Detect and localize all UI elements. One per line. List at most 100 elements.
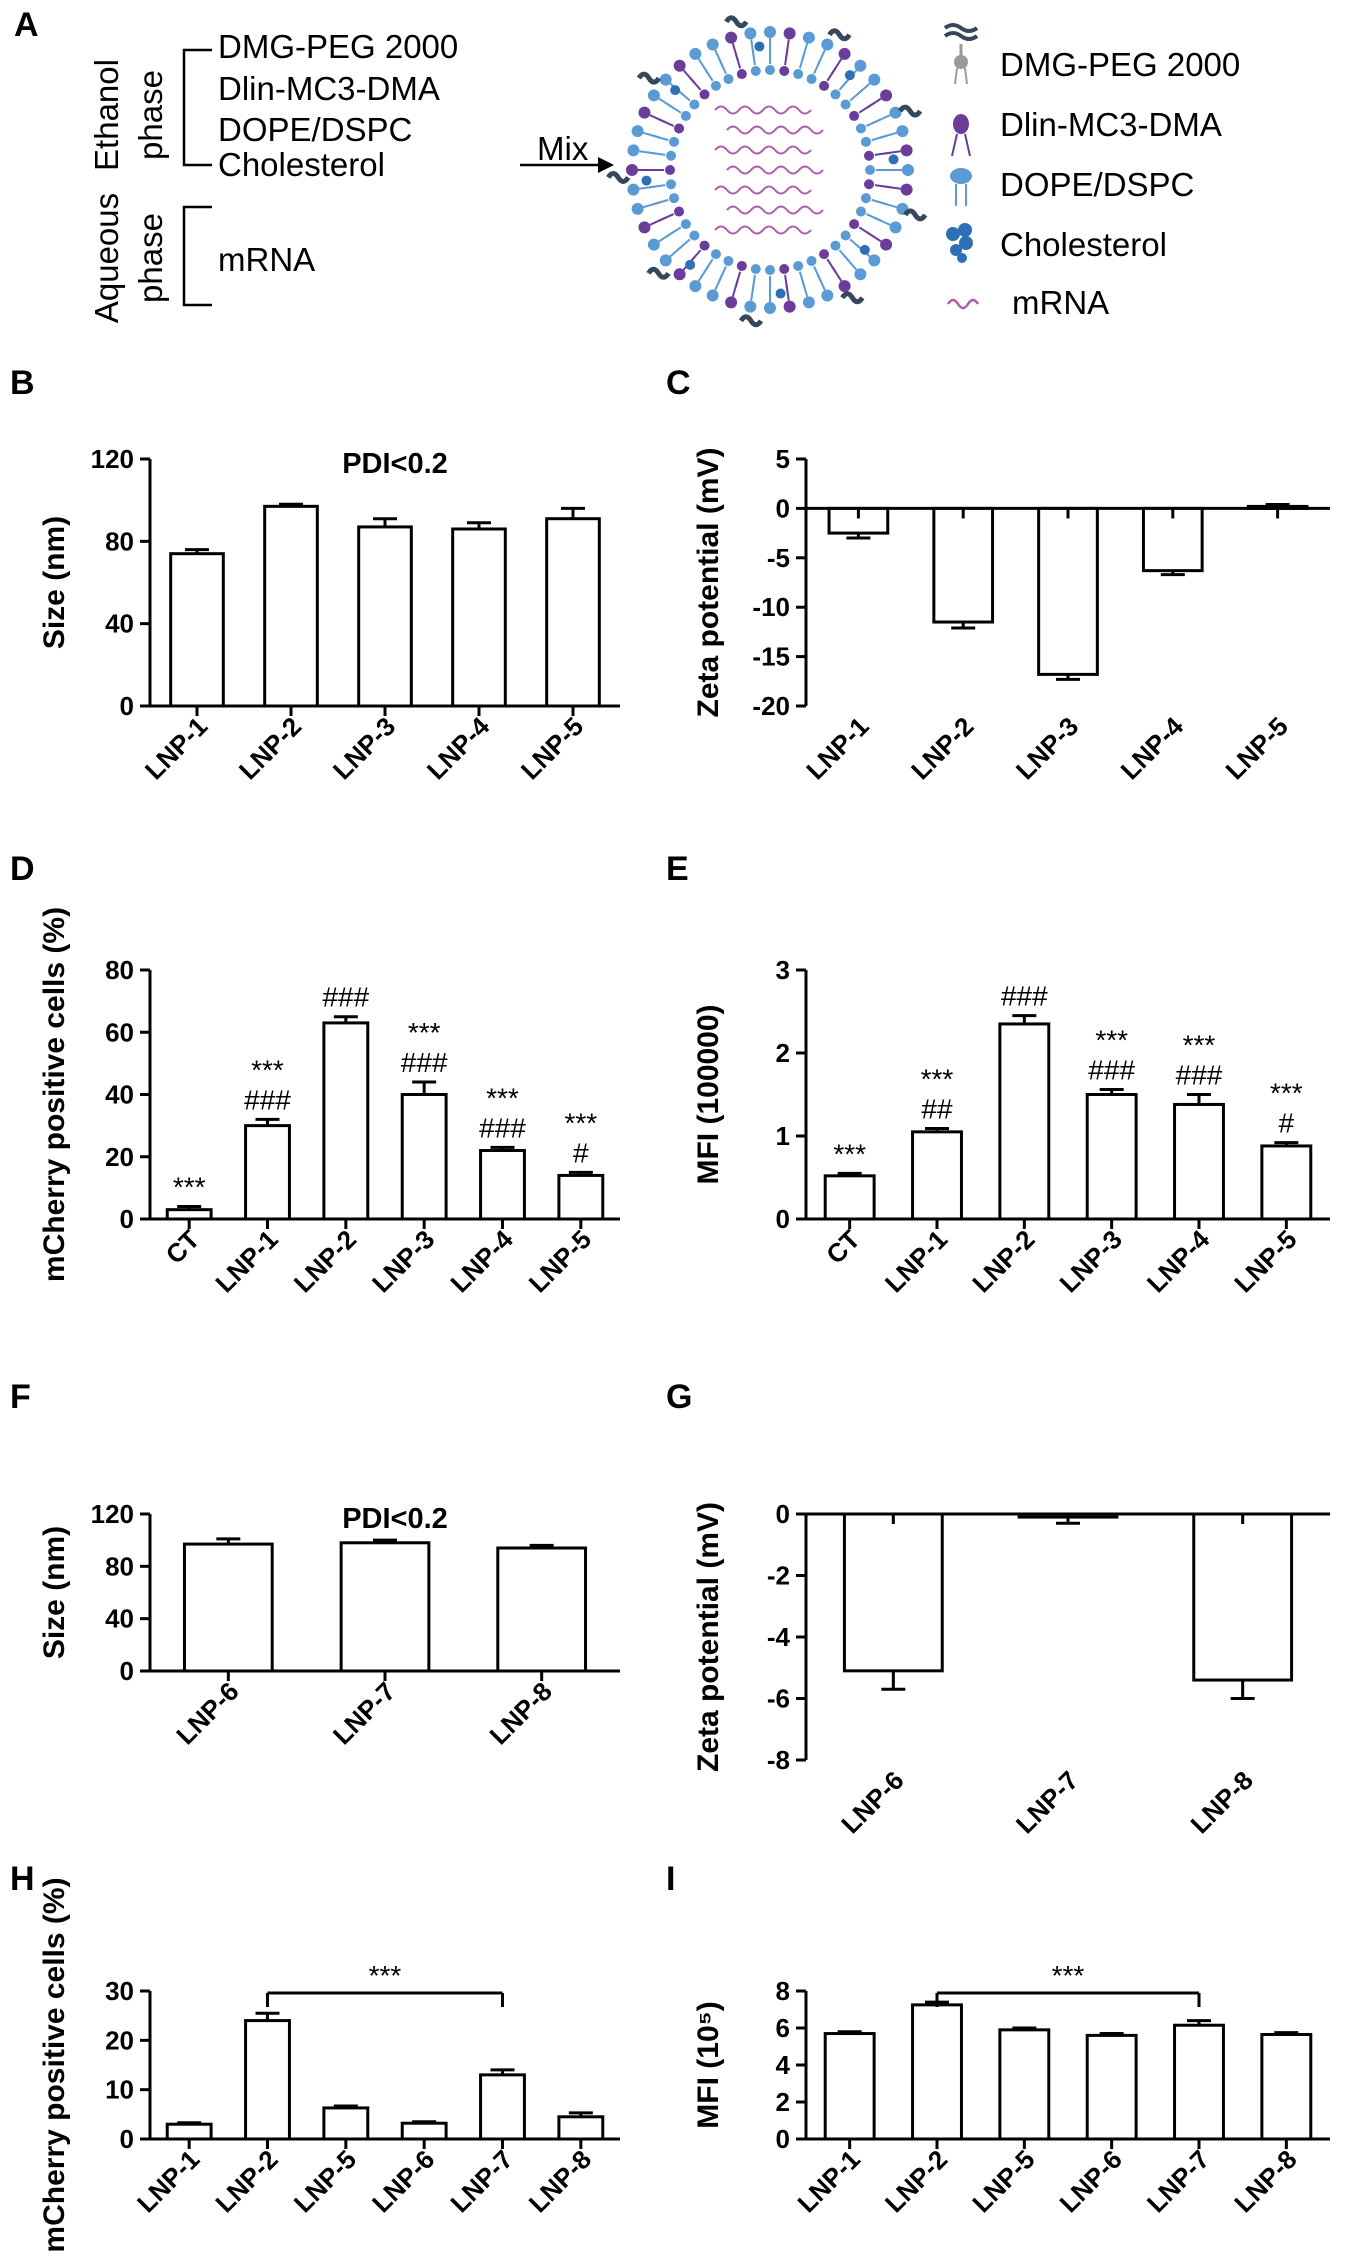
panel-letter-a: A: [14, 6, 39, 44]
significance-label: ***: [369, 1960, 402, 1991]
x-tick-label: LNP-5: [523, 1224, 597, 1298]
bar: [357, 525, 413, 708]
lipid-head: [631, 125, 644, 138]
lipid-tail: [677, 238, 691, 251]
x-tick-label: LNP-5: [966, 2144, 1040, 2218]
lipid-head: [764, 302, 776, 314]
lipid-head: [838, 280, 851, 293]
chart-title: PDI<0.2: [342, 1503, 448, 1535]
bar: [932, 506, 995, 624]
lipid-head: [626, 164, 638, 176]
y-tick-label: 3: [776, 955, 790, 985]
lipid-head: [806, 74, 817, 85]
lipid-tail: [826, 66, 837, 82]
significance-label: #: [573, 1137, 589, 1168]
lipid-head: [854, 59, 867, 72]
bar: [998, 1022, 1051, 1221]
x-tick-label: LNP-4: [444, 1224, 519, 1299]
mix-label: Mix: [537, 130, 589, 167]
lipid-head: [819, 80, 830, 91]
lipid-head: [764, 26, 776, 38]
y-tick-label: 0: [776, 493, 790, 523]
lipid-head: [699, 240, 710, 251]
lipid-head: [699, 89, 710, 100]
lipid-head: [849, 110, 860, 121]
bar: [165, 2122, 213, 2141]
mrna-strand: [726, 125, 824, 135]
y-tick-label: -10: [752, 592, 790, 622]
significance-label: ###: [479, 1112, 526, 1143]
lipid-tail: [871, 134, 888, 142]
bar: [182, 1542, 274, 1673]
bar: [1192, 1512, 1294, 1682]
y-tick-label: 8: [776, 1976, 790, 2006]
lipid-head: [854, 268, 867, 281]
y-tick-label: 0: [120, 1656, 134, 1686]
lipid-tail: [858, 103, 874, 114]
significance-label: ***: [1270, 1078, 1303, 1109]
lipid-head: [765, 265, 775, 275]
lipid-tail: [751, 49, 756, 66]
x-tick-label: LNP-1: [879, 1224, 953, 1298]
lipid-tail: [858, 226, 874, 237]
lipid-head: [725, 31, 738, 44]
significance-label: ***: [1095, 1025, 1128, 1056]
y-axis-label: Zeta potential (mV): [692, 1502, 725, 1772]
y-tick-label: 120: [91, 1499, 134, 1529]
lipid-tail: [826, 258, 837, 274]
lipid-head: [821, 289, 834, 302]
lipid-head: [880, 89, 893, 102]
mrna-icon: [946, 298, 980, 310]
lipid-tail: [871, 198, 888, 206]
significance-label: ***: [833, 1138, 866, 1169]
bar: [244, 2019, 291, 2141]
lipid-head: [849, 219, 860, 230]
lipid-head: [736, 260, 747, 271]
significance-label: ***: [173, 1172, 206, 1203]
lipid-tail: [798, 52, 806, 69]
lipid-head: [673, 268, 686, 281]
chart-c-zeta: 5 0 -5 -10 -15 -20 Zeta potential (mV) LNP-1 LNP…: [692, 444, 1330, 785]
lipid-head: [802, 296, 815, 309]
lipid-head: [838, 47, 851, 60]
lipid-head: [723, 255, 734, 266]
significance-label: ***: [1052, 1960, 1085, 1991]
bar: [322, 2106, 370, 2141]
lipid-tail: [813, 266, 822, 282]
y-axis-label: MFI (100000): [692, 1004, 725, 1184]
lipid-head: [674, 206, 685, 217]
bar: [545, 517, 601, 708]
lipid-head: [889, 221, 902, 234]
lipid-head: [896, 125, 909, 138]
bar: [557, 1173, 605, 1221]
lipid-tail: [874, 151, 891, 156]
cholesterol: [844, 70, 855, 81]
y-axis-label: MFI (10⁵): [692, 2001, 725, 2128]
significance-label: ###: [1176, 1060, 1223, 1091]
lipid-head: [783, 27, 796, 40]
significance-label: ***: [486, 1082, 519, 1113]
bar: [1173, 1102, 1225, 1221]
y-axis-label: Size (nm): [38, 516, 71, 649]
bar: [823, 2032, 876, 2141]
y-tick-label: 80: [105, 1551, 134, 1581]
y-tick-label: 0: [120, 2124, 134, 2154]
chart-title: PDI<0.2: [342, 448, 448, 480]
peg-chain: [827, 28, 852, 42]
x-tick-label: LNP-7: [1141, 2144, 1215, 2218]
lipid-head: [863, 179, 874, 190]
lipid-head: [744, 300, 757, 313]
significance-label: ***: [564, 1107, 597, 1138]
significance-label: ***: [1183, 1030, 1216, 1061]
lipid-head: [860, 136, 871, 147]
cholesterol-icon: [946, 223, 973, 263]
component-legend: DMG-PEG 2000 Dlin-MC3-DMA DOPE/DSPC Ch: [943, 23, 1240, 321]
lipid-head: [779, 66, 790, 77]
y-tick-label: 120: [91, 444, 134, 474]
y-tick-label: -5: [767, 543, 790, 573]
bar: [400, 1093, 448, 1221]
lipid-head: [706, 38, 719, 51]
lipid-tail: [849, 89, 863, 102]
mix-arrow-head: [598, 157, 614, 173]
y-tick-label: 6: [776, 2013, 790, 2043]
